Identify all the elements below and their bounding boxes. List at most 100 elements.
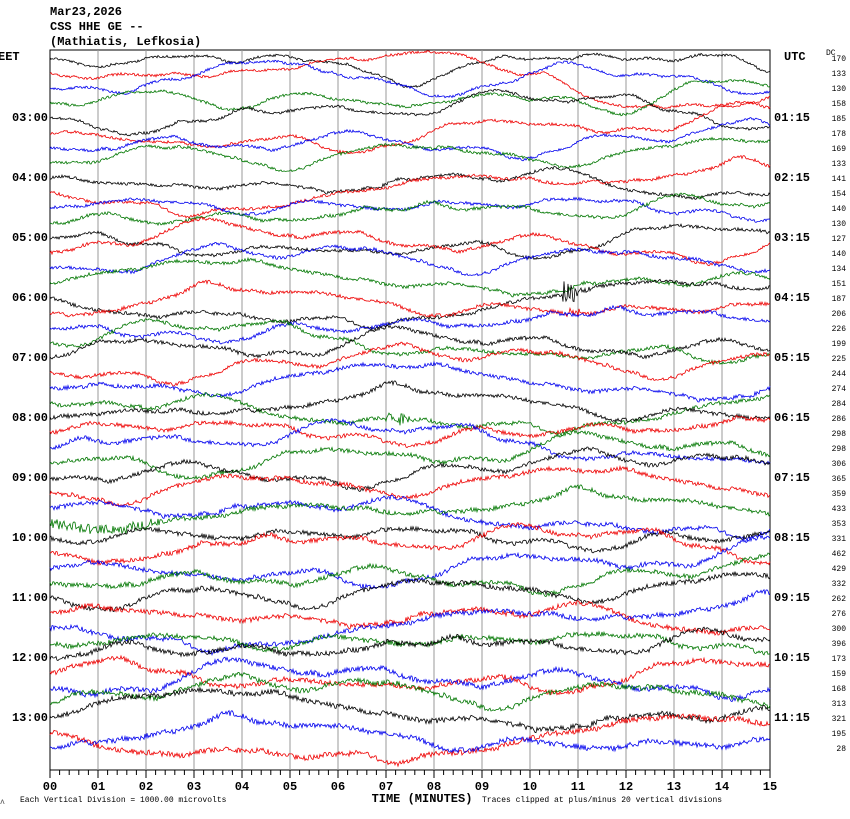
date: Mar23,2026: [50, 5, 122, 19]
utc-time: 04:15: [774, 291, 810, 305]
dc-value: 353: [832, 520, 847, 529]
trace: [49, 713, 771, 768]
dc-value: 130: [832, 85, 847, 94]
dc-value: 262: [832, 595, 847, 604]
trace: [49, 324, 771, 360]
dc-value: 298: [832, 445, 847, 454]
trace: [49, 534, 771, 590]
dc-value: 141: [832, 175, 847, 184]
dc-value: 133: [832, 70, 847, 79]
trace: [49, 522, 771, 567]
dc-value: 130: [832, 220, 847, 229]
dc-value: 244: [832, 370, 847, 379]
dc-value: 365: [832, 475, 847, 484]
eet-time: 08:00: [12, 411, 48, 425]
eet-time: 07:00: [12, 351, 48, 365]
trace: [49, 242, 771, 277]
utc-time: 09:15: [774, 591, 810, 605]
trace: [49, 136, 771, 173]
dc-value: 133: [832, 160, 847, 169]
eet-time: 03:00: [12, 111, 48, 125]
x-tick-label: 01: [91, 780, 105, 794]
trace: [50, 600, 771, 636]
utc-time: 10:15: [774, 651, 810, 665]
trace: [49, 196, 771, 223]
trace: [49, 687, 771, 734]
dc-value: 173: [832, 655, 847, 664]
dc-value: 462: [832, 550, 847, 559]
dc-value: 195: [832, 730, 847, 739]
dc-value: 276: [832, 610, 847, 619]
eet-time: 13:00: [12, 711, 48, 725]
trace: [50, 223, 771, 260]
trace: [49, 278, 770, 331]
x-tick-label: 03: [187, 780, 201, 794]
utc-time: 11:15: [774, 711, 810, 725]
dc-value: 226: [832, 325, 847, 334]
footer-right: Traces clipped at plus/minus 20 vertical…: [482, 796, 722, 805]
dc-value: 28: [836, 745, 846, 754]
trace: [49, 256, 771, 298]
x-tick-label: 00: [43, 780, 57, 794]
dc-value: 321: [832, 715, 847, 724]
dc-value: 187: [832, 295, 847, 304]
x-tick-label: 07: [379, 780, 393, 794]
trace: [49, 117, 771, 162]
dc-value: 225: [832, 355, 847, 364]
logo: ʌ: [0, 798, 5, 807]
location: (Mathiatis, Lefkosia): [50, 35, 201, 49]
eet-time: 09:00: [12, 471, 48, 485]
x-tick-label: 09: [475, 780, 489, 794]
x-tick-label: 05: [283, 780, 297, 794]
x-tick-label: 10: [523, 780, 537, 794]
trace: [49, 484, 771, 535]
dc-value: 127: [832, 235, 847, 244]
eet-time: 04:00: [12, 171, 48, 185]
trace: [49, 279, 771, 318]
dc-value: 158: [832, 100, 847, 109]
x-tick-label: 08: [427, 780, 441, 794]
dc-value: 429: [832, 565, 847, 574]
eet-time: 11:00: [12, 591, 48, 605]
trace: [49, 672, 771, 712]
trace: [49, 304, 771, 345]
x-tick-label: 06: [331, 780, 345, 794]
utc-time: 08:15: [774, 531, 810, 545]
trace: [49, 100, 771, 155]
x-tick-label: 02: [139, 780, 153, 794]
x-tick-label: 13: [667, 780, 681, 794]
dc-value: 151: [832, 280, 847, 289]
trace: [49, 380, 771, 423]
dc-value: 359: [832, 490, 847, 499]
dc-value: 169: [832, 145, 847, 154]
dc-value: 298: [832, 430, 847, 439]
trace: [49, 494, 771, 542]
utc-time: 05:15: [774, 351, 810, 365]
x-tick-label: 04: [235, 780, 249, 794]
trace: [49, 654, 771, 696]
trace: [49, 429, 771, 480]
left-zone: EET: [0, 50, 20, 64]
eet-time: 05:00: [12, 231, 48, 245]
utc-time: 06:15: [774, 411, 810, 425]
utc-time: 02:15: [774, 171, 810, 185]
trace: [49, 418, 771, 465]
trace: [49, 360, 771, 403]
plot-frame: [49, 49, 771, 771]
dc-value: 274: [832, 385, 847, 394]
dc-value: 284: [832, 400, 847, 409]
dc-value: 140: [832, 205, 847, 214]
trace: [49, 166, 771, 200]
dc-value: 306: [832, 460, 847, 469]
dc-value: 332: [832, 580, 847, 589]
trace: [49, 525, 771, 554]
trace: [49, 154, 771, 220]
dc-value: 134: [832, 265, 847, 274]
trace: [49, 626, 771, 661]
dc-value: 154: [832, 190, 847, 199]
trace: [49, 446, 771, 492]
dc-label: DC: [826, 49, 836, 58]
trace: [49, 709, 771, 754]
dc-value: 140: [832, 250, 847, 259]
trace: [49, 552, 771, 598]
